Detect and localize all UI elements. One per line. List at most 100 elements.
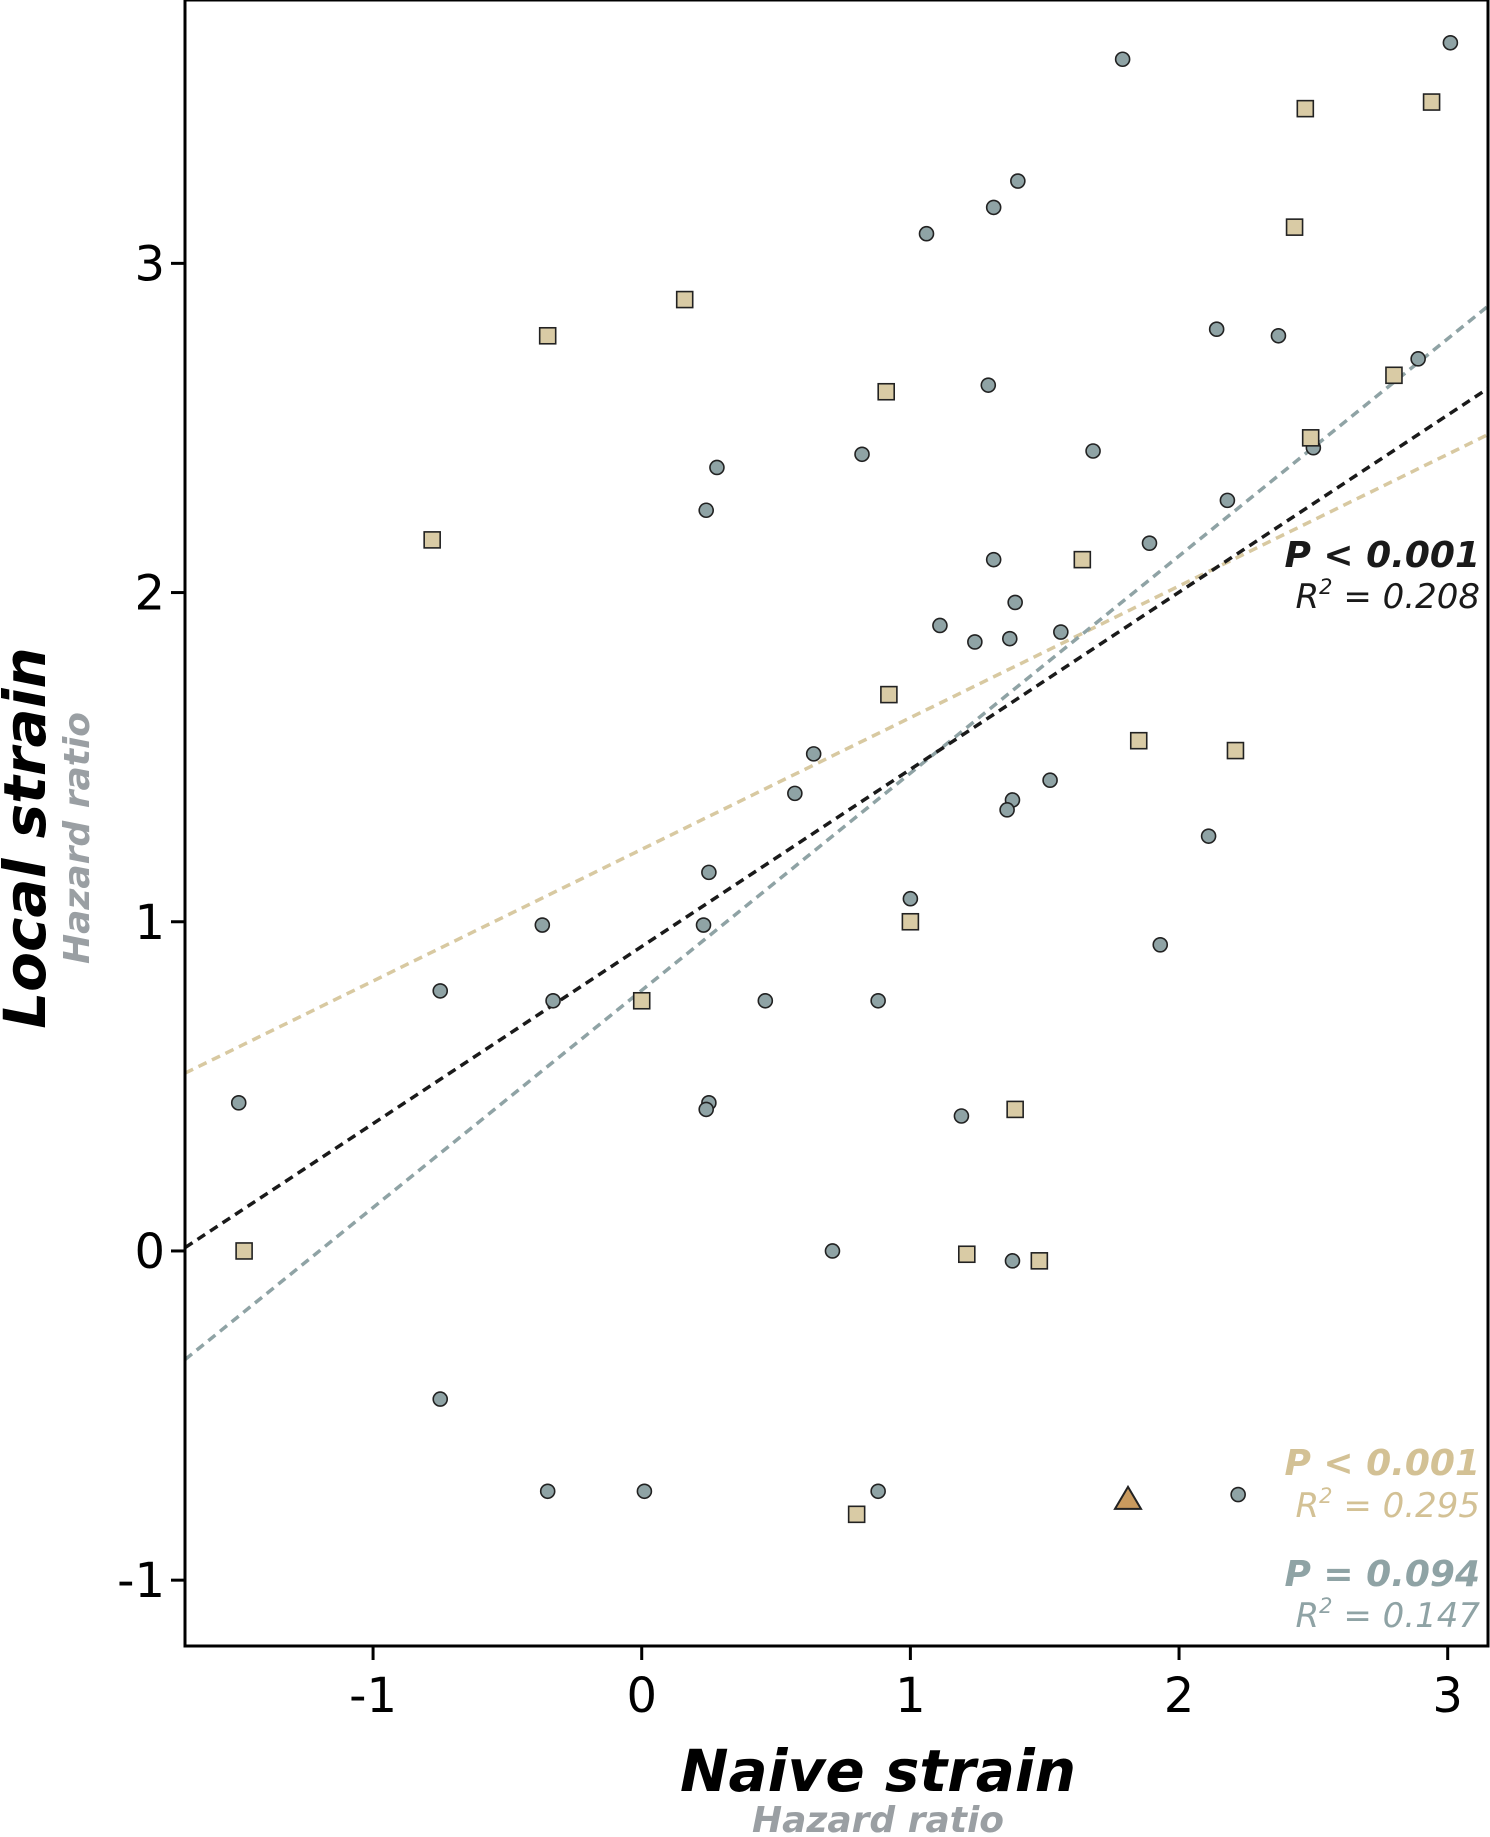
point-circle-14 <box>1219 492 1236 509</box>
point-square-14 <box>632 991 651 1010</box>
point-circle-10 <box>854 446 870 463</box>
stat-circle-r2: R2 = 0.147 <box>1296 1594 1481 1636</box>
point-circle-8 <box>1410 351 1426 367</box>
point-circle-21 <box>1053 624 1069 640</box>
point-layer <box>230 34 1459 1524</box>
point-circle-7 <box>980 377 997 393</box>
stat-overall-r2-sup: 2 <box>1319 575 1332 599</box>
y-axis-subtitle: Hazard ratio <box>57 712 98 964</box>
trendline-2 <box>184 386 1489 1250</box>
y-tick-label: 0 <box>134 1224 165 1280</box>
point-circle-2 <box>1010 173 1026 189</box>
point-circle-33 <box>432 983 449 999</box>
x-axis-subtitle: Hazard ratio <box>752 1800 1004 1837</box>
point-circle-19 <box>967 634 983 650</box>
stat-circle-p: P = 0.094 <box>1285 1554 1481 1595</box>
point-square-3 <box>675 290 694 309</box>
point-triangle-0 <box>1113 1484 1143 1510</box>
stat-overall-p: P < 0.001 <box>1285 535 1481 576</box>
point-circle-27 <box>1200 828 1217 844</box>
x-tick-label: 2 <box>1164 1668 1195 1724</box>
point-square-17 <box>957 1245 976 1264</box>
stat-annotations: P < 0.001 R2 = 0.208 P < 0.001 R2 = 0.29… <box>1285 535 1481 1636</box>
point-circle-5 <box>1208 321 1225 338</box>
point-circle-17 <box>1007 594 1023 611</box>
point-circle-39 <box>698 1101 715 1118</box>
point-square-18 <box>1030 1252 1049 1270</box>
stat-overall-r2-value: = 0.208 <box>1333 577 1480 617</box>
point-circle-45 <box>636 1483 653 1500</box>
point-circle-44 <box>539 1483 556 1500</box>
point-square-12 <box>1226 741 1245 760</box>
stat-square-r2-value: = 0.295 <box>1333 1486 1480 1526</box>
x-tick-label: 1 <box>895 1668 926 1724</box>
stat-square-r2-prefix: R <box>1296 1486 1320 1526</box>
point-circle-29 <box>902 890 919 907</box>
x-tick-label: -1 <box>349 1668 397 1724</box>
y-tick-label: 1 <box>134 895 165 951</box>
point-circle-32 <box>1152 937 1169 953</box>
point-circle-12 <box>709 459 725 476</box>
point-circle-42 <box>1004 1253 1021 1269</box>
trendline-layer <box>183 304 1490 1361</box>
stat-circle-r2-sup: 2 <box>1319 1594 1332 1618</box>
point-square-6 <box>1385 366 1403 385</box>
x-tick-label: 0 <box>626 1668 657 1724</box>
x-axis-title: Naive strain <box>680 1737 1076 1805</box>
y-tick-label: -1 <box>117 1553 165 1609</box>
stat-square-p: P < 0.001 <box>1285 1443 1481 1484</box>
point-square-11 <box>1129 731 1148 750</box>
point-circle-37 <box>230 1095 247 1111</box>
point-circle-43 <box>432 1391 449 1407</box>
point-circle-4 <box>918 225 935 242</box>
stat-square-r2: R2 = 0.295 <box>1296 1484 1480 1526</box>
point-square-16 <box>235 1242 253 1260</box>
plot-frame <box>183 0 1490 1648</box>
point-square-4 <box>538 326 557 345</box>
point-square-8 <box>423 531 441 549</box>
point-circle-3 <box>985 199 1002 216</box>
stat-overall-r2: R2 = 0.208 <box>1296 575 1480 617</box>
trendline-0 <box>184 432 1489 1075</box>
y-axis-title: Local strain <box>0 647 59 1029</box>
point-circle-41 <box>824 1243 841 1259</box>
point-circle-11 <box>1085 443 1101 459</box>
point-circle-31 <box>695 917 712 933</box>
trendline-1 <box>183 304 1490 1361</box>
point-circle-0 <box>1114 51 1131 68</box>
point-square-10 <box>880 685 898 704</box>
point-circle-13 <box>698 502 715 519</box>
point-circle-30 <box>534 917 551 933</box>
point-square-13 <box>901 912 920 931</box>
point-square-2 <box>1285 218 1304 236</box>
point-circle-24 <box>787 785 803 802</box>
point-square-15 <box>1006 1100 1024 1119</box>
stat-square-r2-sup: 2 <box>1319 1484 1332 1508</box>
tick-layer: -1 0 1 2 3 -1 0 1 2 3 <box>117 236 1463 1724</box>
point-circle-47 <box>1230 1486 1246 1503</box>
point-circle-20 <box>1001 630 1018 647</box>
point-square-1 <box>1422 93 1441 111</box>
y-tick-label: 3 <box>134 236 165 292</box>
point-circle-28 <box>701 864 717 881</box>
point-circle-26 <box>999 802 1015 818</box>
point-circle-36 <box>870 992 886 1009</box>
point-circle-34 <box>545 992 561 1009</box>
x-tick-label: 3 <box>1432 1668 1463 1724</box>
point-circle-18 <box>932 617 948 634</box>
point-square-9 <box>1073 550 1092 569</box>
point-circle-22 <box>805 746 822 762</box>
point-circle-6 <box>1270 327 1287 344</box>
point-circle-46 <box>870 1483 886 1500</box>
point-square-19 <box>847 1505 866 1524</box>
point-circle-15 <box>1141 535 1158 551</box>
stat-circle-r2-value: = 0.147 <box>1333 1596 1481 1636</box>
y-tick-label: 2 <box>134 566 165 622</box>
point-circle-23 <box>1042 772 1058 789</box>
point-circle-35 <box>757 992 774 1009</box>
stat-circle-r2-prefix: R <box>1296 1596 1320 1636</box>
point-square-7 <box>1301 429 1320 447</box>
point-circle-16 <box>985 551 1002 568</box>
point-circle-40 <box>953 1108 970 1124</box>
